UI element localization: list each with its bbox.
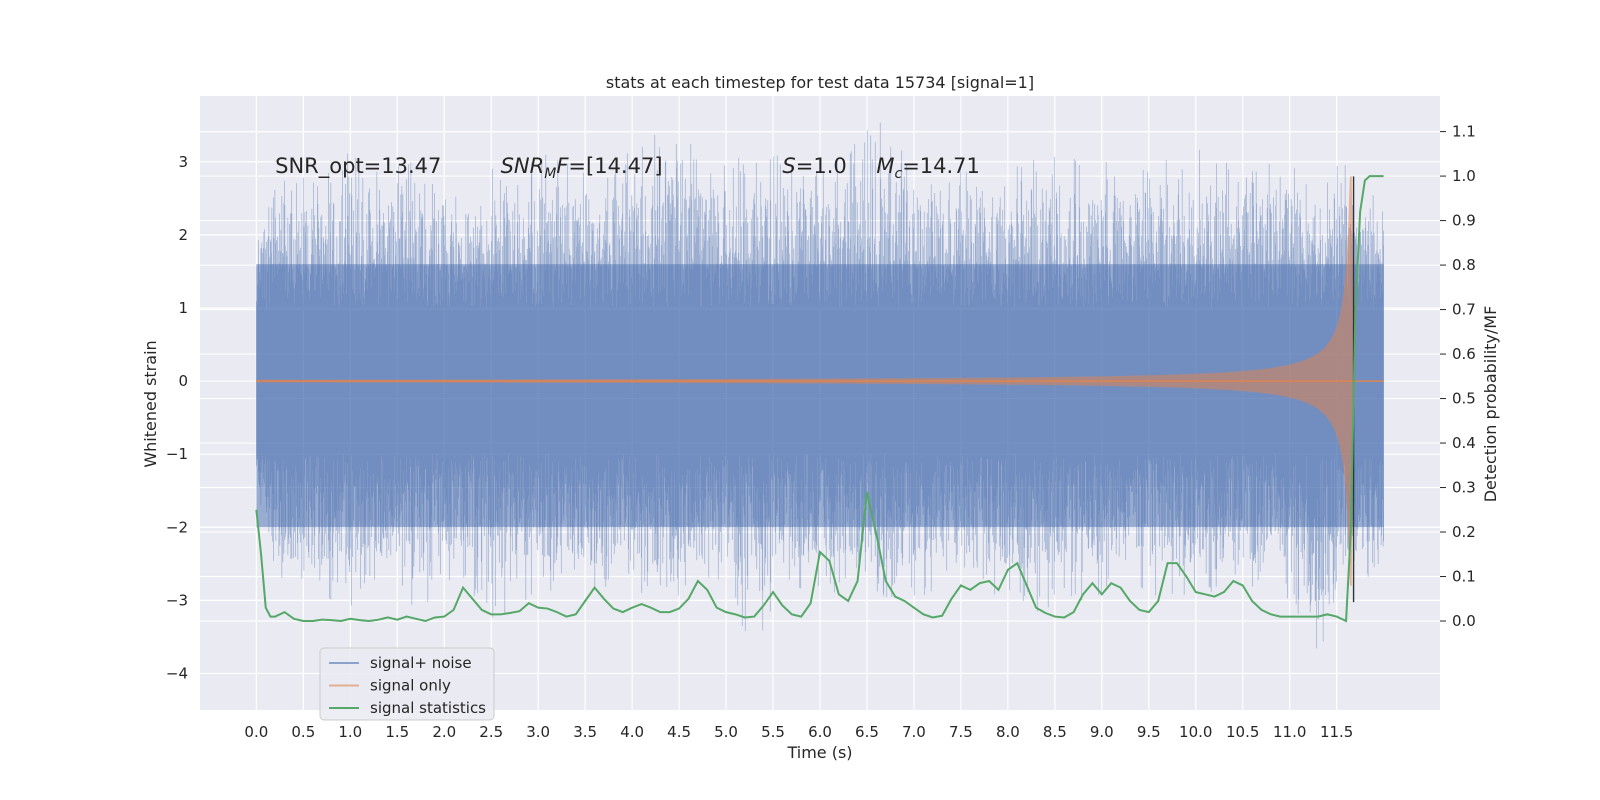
x-tick-label: 2.5 <box>479 723 503 741</box>
x-tick-label: 4.0 <box>620 723 644 741</box>
left-y-tick-label: 1 <box>178 299 188 317</box>
x-tick-label: 1.0 <box>338 723 362 741</box>
x-tick-label: 6.5 <box>855 723 879 741</box>
annotation-part: S <box>782 154 795 178</box>
legend: signal+ noise signal only signal statistic… <box>319 647 495 721</box>
x-tick-label: 9.5 <box>1137 723 1161 741</box>
right-y-tick-label: 0.5 <box>1452 390 1476 408</box>
left-y-tick-label: −2 <box>166 518 188 536</box>
right-y-tick-labels: 0.0 0.1 0.2 0.3 0.4 0.5 0.6 0.7 0.8 0.9 1.0 1.1 <box>1440 123 1476 630</box>
x-axis-label: Time (s) <box>786 743 852 762</box>
right-y-axis-label: Detection probability/MF <box>1481 306 1500 503</box>
annotation: SNR_opt=13.47 <box>275 154 441 179</box>
right-y-tick-label: 0.8 <box>1452 256 1476 274</box>
right-y-tick-label: 0.0 <box>1452 612 1476 630</box>
left-y-tick-label: −4 <box>166 664 188 682</box>
x-tick-label: 5.5 <box>761 723 785 741</box>
annotation-part: M <box>544 166 556 182</box>
signal-statistics-series <box>255 175 1384 623</box>
x-tick-label: 10.0 <box>1179 723 1212 741</box>
x-tick-label: 0.0 <box>244 723 268 741</box>
x-tick-label: 1.5 <box>385 723 409 741</box>
annotation-part: =14.71 <box>902 154 980 178</box>
signal-noise-series <box>256 122 1384 649</box>
annotation-part: =[14.47] <box>568 154 662 178</box>
right-y-tick-label: 0.9 <box>1452 212 1476 230</box>
right-y-tick-label: 0.7 <box>1452 301 1476 319</box>
x-tick-label: 11.5 <box>1320 723 1353 741</box>
annotation: S=1.0 <box>782 154 846 178</box>
annotation-part: F <box>556 154 569 178</box>
annotation-part: c <box>894 166 902 182</box>
right-y-tick-label: 1.1 <box>1452 123 1476 141</box>
left-y-axis-label: Whitened strain <box>141 340 160 467</box>
x-tick-label: 7.5 <box>949 723 973 741</box>
left-y-tick-label: 2 <box>178 226 188 244</box>
chart-title: stats at each timestep for test data 157… <box>606 73 1034 92</box>
annotations: SNR_opt=13.47 SNRMF=[14.47] S=1.0 Mc=14.71 <box>275 154 980 182</box>
right-y-tick-label: 1.0 <box>1452 167 1476 185</box>
x-tick-label: 3.0 <box>526 723 550 741</box>
x-tick-label: 10.5 <box>1226 723 1259 741</box>
annotation-part: M <box>876 154 894 178</box>
left-y-tick-label: −3 <box>166 591 188 609</box>
x-tick-label: 11.0 <box>1273 723 1306 741</box>
statistics-line <box>255 175 1384 623</box>
legend-box <box>319 647 495 721</box>
right-y-tick-label: 0.6 <box>1452 345 1476 363</box>
right-y-tick-label: 0.2 <box>1452 523 1476 541</box>
x-tick-label: 3.5 <box>573 723 597 741</box>
x-tick-label: 8.5 <box>1043 723 1067 741</box>
left-y-tick-label: 3 <box>178 153 188 171</box>
annotation-part: SNR <box>501 154 545 178</box>
annotation-part: =1.0 <box>796 154 847 178</box>
x-tick-label: 0.5 <box>291 723 315 741</box>
legend-label: signal only <box>370 677 451 695</box>
x-tick-labels: 0.0 0.5 1.0 1.5 2.0 2.5 3.0 3.5 4.0 4.5 5.0 5.5 6.0 6… <box>244 723 1353 741</box>
right-y-tick-label: 0.3 <box>1452 479 1476 497</box>
right-y-tick-label: 0.1 <box>1452 568 1476 586</box>
x-tick-label: 4.5 <box>667 723 691 741</box>
x-tick-label: 9.0 <box>1090 723 1114 741</box>
annotation: SNRMF=[14.47] <box>501 154 663 182</box>
left-y-tick-labels: −4 −3 −2 −1 0 1 2 3 <box>166 153 188 683</box>
annotation: Mc=14.71 <box>876 154 980 182</box>
x-tick-label: 7.0 <box>902 723 926 741</box>
right-y-tick-label: 0.4 <box>1452 434 1476 452</box>
legend-label: signal statistics <box>370 699 486 717</box>
annotation-part: SNR_opt=13.47 <box>275 154 441 179</box>
x-tick-label: 2.0 <box>432 723 456 741</box>
left-y-tick-label: 0 <box>178 372 188 390</box>
x-tick-label: 8.0 <box>996 723 1020 741</box>
legend-label: signal+ noise <box>370 654 472 672</box>
x-tick-label: 5.0 <box>714 723 738 741</box>
left-y-tick-label: −1 <box>166 445 188 463</box>
x-tick-label: 6.0 <box>808 723 832 741</box>
